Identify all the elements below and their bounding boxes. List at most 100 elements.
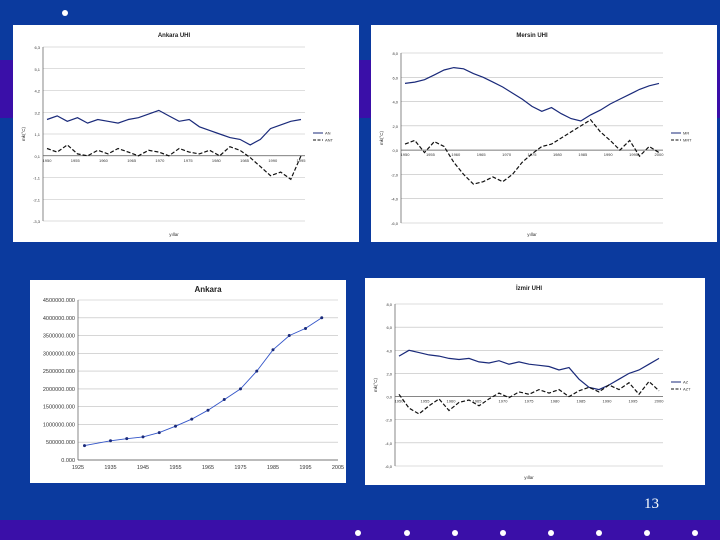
bullet-dot	[404, 530, 410, 536]
data-point	[109, 439, 112, 443]
y-tick-label: 1000000.000	[43, 422, 75, 428]
data-point	[174, 424, 177, 428]
x-tick-label: 1950	[395, 399, 405, 404]
y-tick-label: 4,0	[386, 348, 392, 353]
y-tick-label: 8,0	[392, 51, 398, 56]
legend-label: MRT	[683, 138, 692, 143]
izmir-uhi-chart: İzmir UHI 8,0 6,0 4,0 2,0 0,0 -2,0 -4,0 -6,0 1950…	[373, 285, 691, 480]
x-tick-label: 1985	[240, 158, 250, 163]
x-tick-label: 1955	[421, 399, 431, 404]
ankara-population-chart: Ankara 4500000.000 4000000.000 3500000.000 3…	[43, 285, 344, 471]
y-tick-label: 0.000	[61, 458, 75, 464]
bullet-dot	[355, 530, 361, 536]
x-tick-label: 1990	[268, 158, 278, 163]
legend-label: ANT	[325, 138, 334, 143]
y-tick-label: 0,0	[386, 395, 392, 400]
series-line	[404, 66, 660, 122]
y-tick-label: 0,0	[392, 148, 398, 153]
y-axis-label: mk(°C)	[379, 130, 384, 145]
x-tick-label: 1960	[447, 399, 457, 404]
x-tick-label: 1985	[578, 152, 588, 157]
x-tick-label: 1985	[267, 465, 279, 471]
x-tick-label: 1980	[553, 152, 563, 157]
bullet-dot	[500, 530, 506, 536]
y-tick-label: 0,1	[34, 154, 40, 159]
x-tick-label: 1990	[604, 152, 614, 157]
x-tick-label: 1965	[473, 399, 483, 404]
y-tick-label: 4,0	[392, 100, 398, 105]
data-point	[255, 369, 259, 373]
mersin-uhi-chart: Mersin UHI 8,0 6,0 4,0 2,0 0,0 -2,0 -4,0 -6,0 195…	[379, 33, 692, 237]
bullet-dot	[644, 530, 650, 536]
x-tick-label: 1975	[234, 465, 246, 471]
y-tick-label: 6,0	[386, 325, 392, 330]
bullet-dot	[62, 10, 68, 16]
y-axis-label: mk(°C)	[21, 126, 26, 141]
data-point	[304, 326, 307, 330]
y-tick-label: -2,0	[391, 172, 399, 177]
page-number: 13	[644, 496, 659, 512]
y-tick-label: 1,1	[34, 132, 40, 137]
legend-label: AZ	[683, 380, 689, 385]
y-tick-label: 2,0	[386, 371, 392, 376]
y-tick-label: -4,0	[385, 441, 393, 446]
series-line	[46, 109, 302, 146]
y-tick-label: 8,0	[386, 302, 392, 307]
y-tick-label: 1500000.000	[43, 405, 75, 411]
x-tick-label: 1970	[499, 399, 509, 404]
legend-label: AZT	[683, 387, 691, 392]
data-point	[239, 387, 242, 391]
y-tick-label: 500000.000	[46, 440, 75, 446]
y-tick-label: 2,0	[392, 124, 398, 129]
x-tick-label: 1935	[104, 465, 116, 471]
series-line	[84, 317, 323, 447]
data-point	[141, 435, 145, 439]
series-line	[46, 144, 302, 181]
x-tick-label: 2005	[332, 465, 344, 471]
data-point	[83, 444, 86, 448]
data-point	[287, 334, 291, 338]
y-tick-label: -2,1	[33, 197, 41, 202]
data-point	[125, 437, 129, 441]
x-tick-label: 1980	[212, 158, 222, 163]
legend-label: AN	[325, 131, 331, 136]
x-tick-label: 1970	[502, 152, 512, 157]
x-tick-label: 1965	[477, 152, 487, 157]
bullet-dot	[452, 530, 458, 536]
chart-panel-izmir-uhi: İzmir UHI 8,0 6,0 4,0 2,0 0,0 -2,0 -4,0 -6,0 1950…	[365, 278, 705, 485]
x-tick-label: 1995	[629, 399, 639, 404]
x-tick-label: 1925	[72, 465, 84, 471]
x-tick-label: 1995	[299, 465, 311, 471]
y-tick-label: 3500000.000	[43, 334, 75, 340]
y-tick-label: 4,2	[34, 89, 40, 94]
chart-panel-mersin-uhi: Mersin UHI 8,0 6,0 4,0 2,0 0,0 -2,0 -4,0 -6,0 195…	[371, 25, 717, 242]
chart-panel-ankara-population: Ankara 4500000.000 4000000.000 3500000.000 3…	[30, 280, 346, 483]
y-tick-label: -4,0	[391, 197, 399, 202]
x-tick-label: 1955	[426, 152, 436, 157]
data-point	[320, 316, 324, 320]
x-axis-label: yıllar	[524, 475, 534, 480]
bullet-dot	[596, 530, 602, 536]
series-line	[398, 349, 660, 391]
x-tick-label: 1975	[528, 152, 538, 157]
y-tick-label: -3,3	[33, 219, 41, 224]
ankara-uhi-chart: Ankara UHI 6,3 5,1 4,2 3,2 1,1 0,1 -1,1 -2,1 -3,3…	[21, 33, 334, 237]
x-tick-label: 1955	[71, 158, 81, 163]
data-point	[222, 398, 226, 402]
legend-label: MR	[683, 131, 689, 136]
x-tick-label: 1960	[99, 158, 109, 163]
x-tick-label: 1975	[184, 158, 194, 163]
footer-bar	[54, 521, 330, 540]
series-line	[404, 119, 660, 185]
x-tick-label: 1975	[525, 399, 535, 404]
y-tick-label: 4500000.000	[43, 298, 75, 304]
chart-title: Mersin UHI	[516, 33, 548, 39]
y-axis-label: mk(°C)	[373, 377, 378, 392]
chart-title: Ankara UHI	[158, 33, 191, 39]
x-tick-label: 1980	[551, 399, 561, 404]
y-tick-label: 2500000.000	[43, 369, 75, 375]
x-tick-label: 1950	[43, 158, 53, 163]
x-tick-label: 1965	[127, 158, 137, 163]
data-point	[206, 408, 210, 412]
y-tick-label: -6,0	[391, 221, 399, 226]
